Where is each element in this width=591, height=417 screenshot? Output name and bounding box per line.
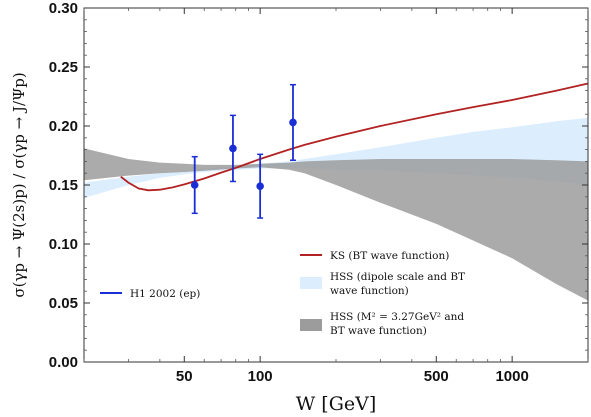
x-tick-label: 1000 <box>495 368 528 385</box>
x-tick-label: 500 <box>424 368 449 385</box>
band-2 <box>84 148 588 301</box>
y-tick-label: 0.20 <box>49 118 78 135</box>
y-tick-label: 0.05 <box>49 295 78 312</box>
legend-label-1: HSS (dipole scale and BT <box>330 271 465 283</box>
x-tick-label: 50 <box>176 368 193 385</box>
band-1 <box>84 117 588 198</box>
y-tick-label: 0.10 <box>49 236 78 253</box>
data-point <box>289 118 297 127</box>
legend-label-1-line2: wave function) <box>330 285 409 297</box>
legend-label-2-line2: BT wave function) <box>330 325 427 337</box>
y-tick-label: 0.00 <box>49 354 78 371</box>
legend-label-0: KS (BT wave function) <box>330 250 449 262</box>
y-tick-label: 0.25 <box>49 59 78 76</box>
data-point <box>190 181 199 189</box>
legend-label-3: H1 2002 (ep) <box>130 288 200 300</box>
legend-swatch-1 <box>300 277 322 289</box>
points-layer <box>190 83 297 219</box>
legend-label-2: HSS (M² = 3.27GeV² and <box>330 311 464 323</box>
bands-layer <box>84 117 588 301</box>
ticks-layer: 0.00 0.05 0.10 0.15 0.20 0.25 0.30 50 100 500 1000 <box>49 0 589 385</box>
data-point <box>256 182 264 190</box>
y-axis-label: σ(γp → Ψ(2s)p) / σ(γp → J/Ψp) <box>10 72 28 297</box>
lines-layer <box>120 82 589 192</box>
data-point <box>229 144 237 153</box>
y-tick-label: 0.30 <box>49 0 78 17</box>
ks-curve <box>120 82 589 192</box>
y-tick-label: 0.15 <box>49 177 78 194</box>
x-tick-label: 100 <box>248 368 273 385</box>
legend-swatch-2 <box>300 319 322 331</box>
x-axis-label: W [GeV] <box>296 393 377 415</box>
legend: KS (BT wave function) HSS (dipole scale a… <box>100 250 465 337</box>
